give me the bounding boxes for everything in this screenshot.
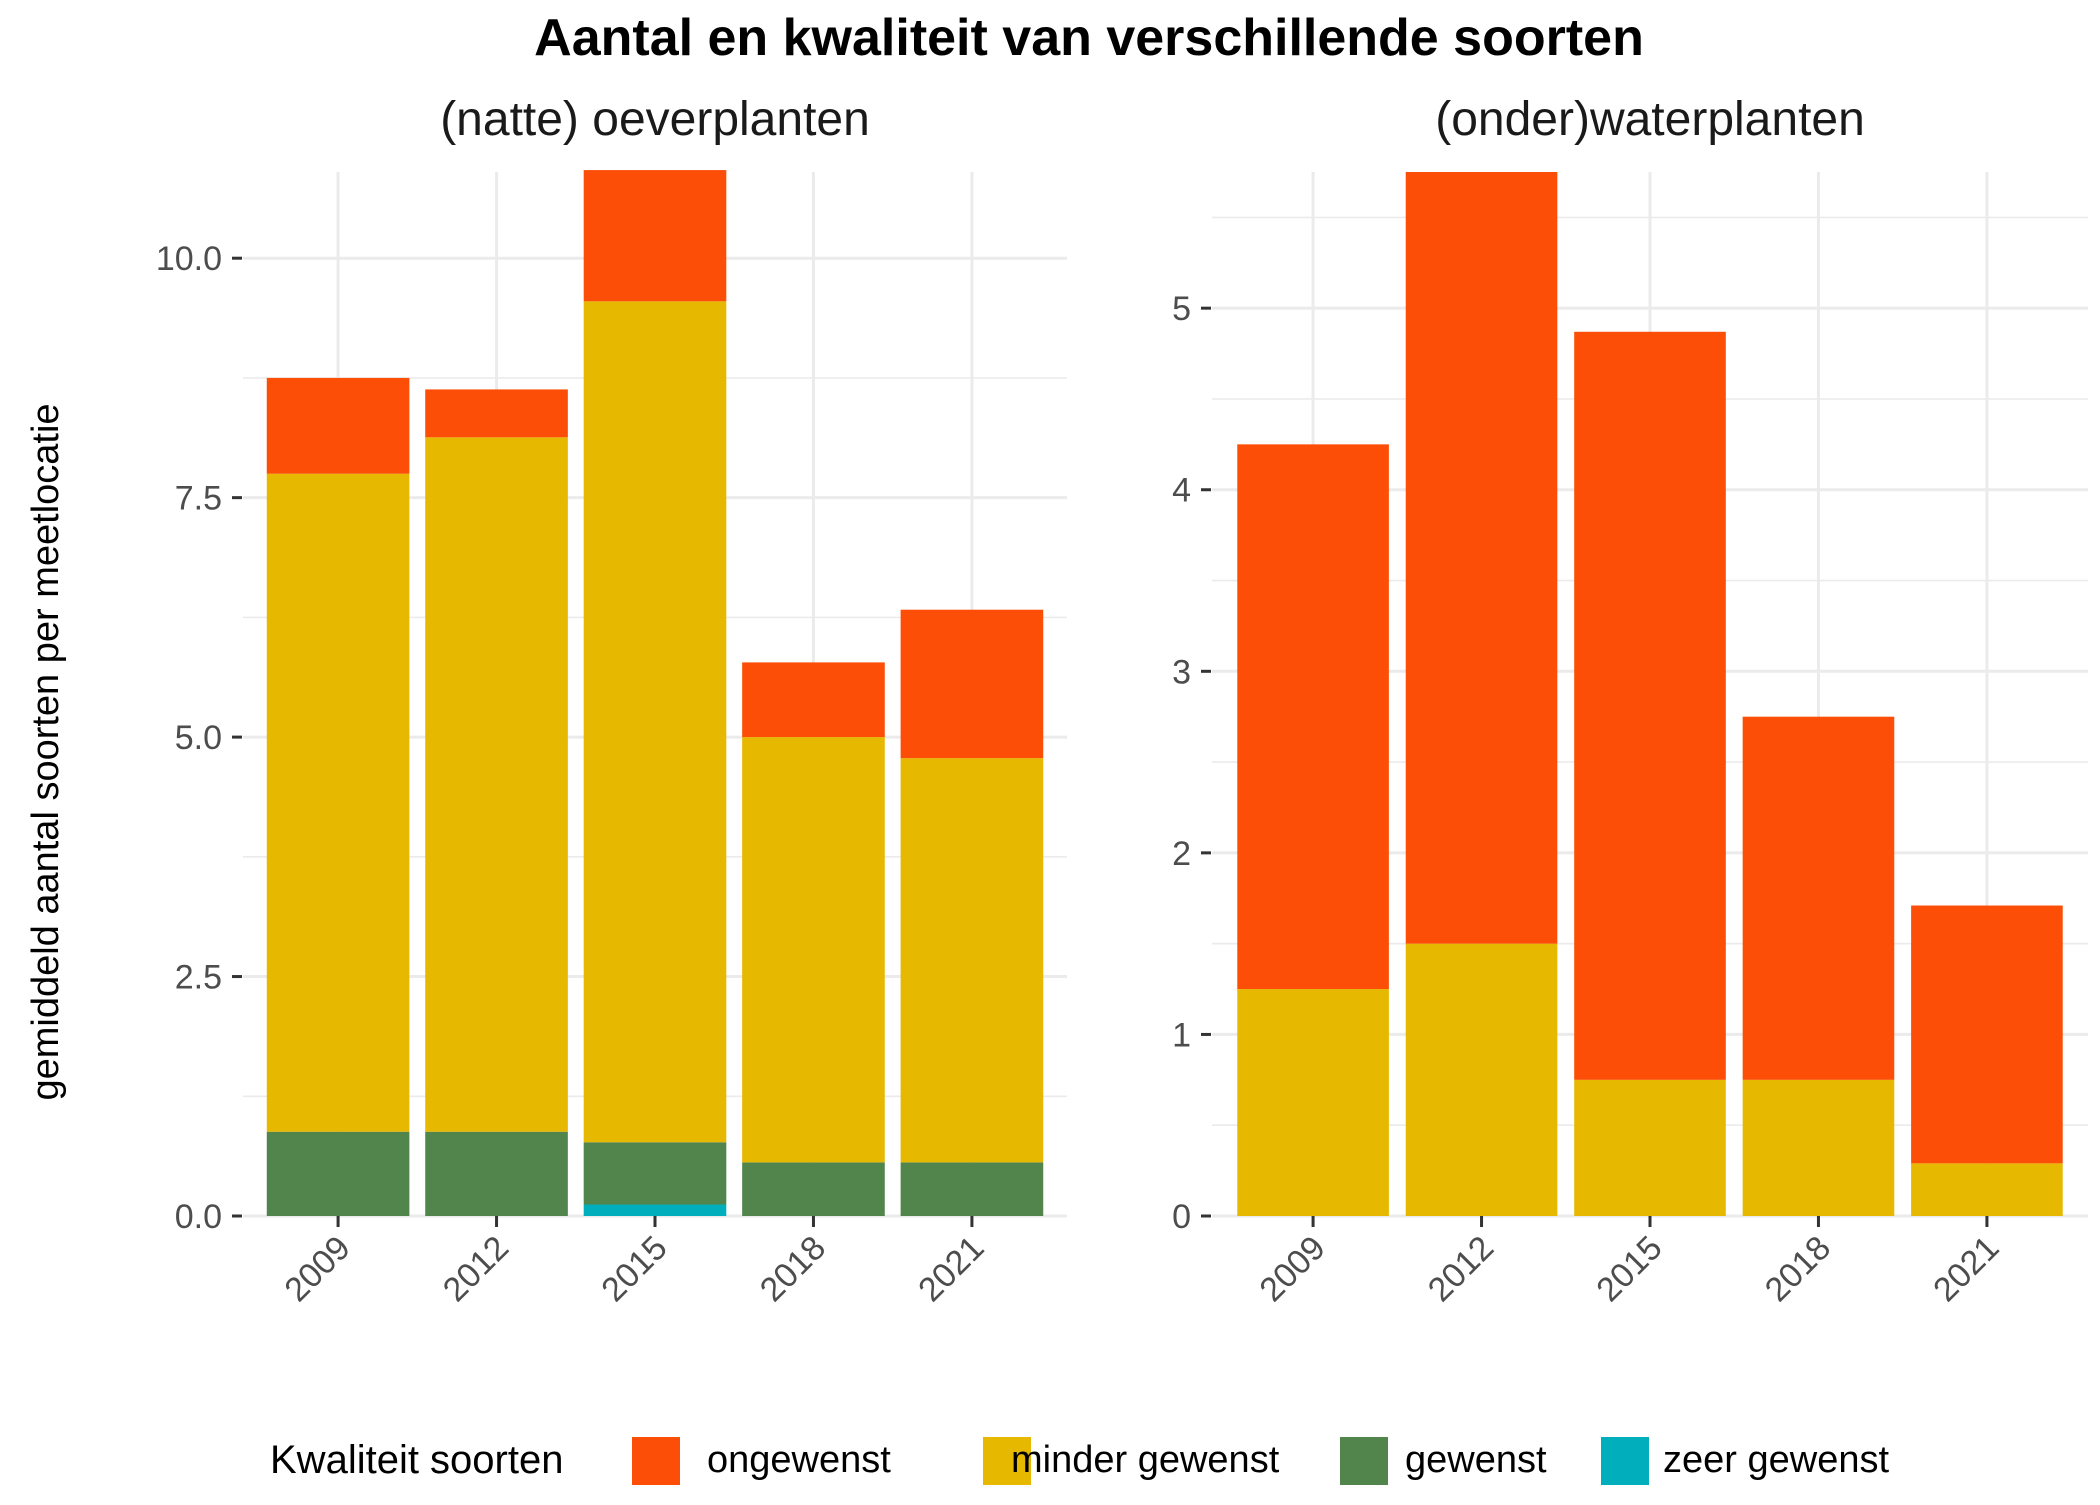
bar-segment: [425, 437, 568, 1132]
bar-segment: [900, 1162, 1044, 1216]
bar-segment: [583, 1142, 727, 1205]
bar-segment: [1742, 1079, 1895, 1216]
legend-key: [1340, 1437, 1388, 1485]
panels: (natte) oeverplanten 0.0 2.5 5.0 7.5 10.0 2009…: [156, 93, 2088, 1309]
panel-2: (onder)waterplanten 0 1 2 3 4 5 2009 2012 2015 201…: [1172, 93, 2088, 1309]
bar-segment: [583, 170, 727, 302]
bar-segment: [1237, 989, 1389, 1216]
y-tick-label: 5.0: [175, 719, 222, 757]
bar-segment: [583, 301, 727, 1143]
bar-segment: [900, 609, 1044, 759]
x-tick-label: 2021: [911, 1229, 991, 1309]
y-tick-label: 0.0: [175, 1198, 222, 1236]
bar-segment: [266, 473, 410, 1132]
legend-key: [632, 1437, 680, 1485]
bar-segment: [1742, 716, 1895, 1080]
bar-segment: [1911, 905, 2063, 1164]
bar-segment: [1237, 444, 1389, 990]
x-tick-label: 2012: [436, 1229, 516, 1309]
x-tick-label: 2021: [1926, 1229, 2006, 1309]
panel-1: (natte) oeverplanten 0.0 2.5 5.0 7.5 10.0 2009…: [156, 93, 1067, 1309]
bar-segment: [900, 758, 1044, 1163]
x-tick-label: 2009: [1252, 1229, 1332, 1309]
y-tick-label: 2: [1172, 835, 1191, 873]
y-tick-label: 4: [1172, 472, 1191, 510]
legend-label: gewenst: [1405, 1439, 1547, 1481]
x-tick-label: 2015: [1589, 1229, 1669, 1309]
legend-label: ongewenst: [707, 1439, 891, 1481]
bar-segment: [1574, 1079, 1726, 1216]
bar-segment: [425, 389, 568, 438]
panel-title: (onder)waterplanten: [1435, 93, 1865, 146]
bar-segment: [1405, 943, 1558, 1216]
x-tick-label: 2009: [277, 1229, 357, 1309]
y-tick-label: 5: [1172, 290, 1191, 328]
bar-segment: [742, 1162, 885, 1216]
legend-key: [983, 1437, 1031, 1485]
y-tick-label: 7.5: [175, 480, 222, 518]
y-tick-label: 3: [1172, 653, 1191, 691]
bar-segment: [1911, 1163, 2063, 1216]
panel-title: (natte) oeverplanten: [440, 93, 870, 146]
legend-key: [1601, 1437, 1649, 1485]
bar-segment: [1574, 331, 1726, 1080]
legend-title: Kwaliteit soorten: [270, 1438, 563, 1482]
y-tick-label: 0: [1172, 1198, 1191, 1236]
y-tick-label: 1: [1172, 1016, 1191, 1054]
legend-label: zeer gewenst: [1663, 1439, 1889, 1481]
bar-segment: [266, 377, 410, 474]
x-tick-label: 2018: [1758, 1229, 1838, 1309]
x-tick-label: 2012: [1421, 1229, 1501, 1309]
x-tick-label: 2018: [753, 1229, 833, 1309]
legend: Kwaliteit soorten ongewenst minder gewenst…: [270, 1437, 1889, 1485]
bar-segment: [425, 1131, 568, 1216]
x-tick-label: 2015: [594, 1229, 674, 1309]
bar-segment: [583, 1204, 727, 1216]
chart-title: Aantal en kwaliteit van verschillende so…: [534, 9, 1644, 67]
bar-segment: [266, 1131, 410, 1216]
y-axis-label: gemiddeld aantal soorten per meetlocatie: [25, 403, 67, 1100]
bar-segment: [1405, 172, 1558, 944]
y-tick-label: 10.0: [156, 240, 222, 278]
legend-label: minder gewenst: [1011, 1439, 1280, 1481]
bar-segment: [742, 662, 885, 738]
y-tick-label: 2.5: [175, 959, 222, 997]
bar-segment: [742, 737, 885, 1163]
